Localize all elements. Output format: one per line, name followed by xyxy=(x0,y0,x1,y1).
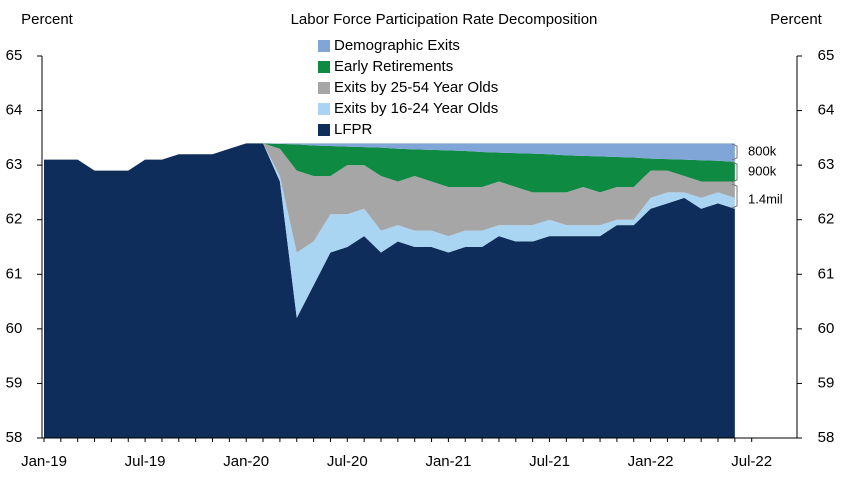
y2-tick-label: 61 xyxy=(818,265,835,282)
annotation: 900k xyxy=(748,163,777,178)
annotation: 1.4mil xyxy=(748,191,783,206)
bracket xyxy=(731,161,738,183)
y2-tick-label: 59 xyxy=(818,374,835,391)
legend-swatch xyxy=(318,40,330,52)
legend-label: Exits by 25-54 Year Olds xyxy=(334,79,498,96)
y2-axis-label: Percent xyxy=(770,11,823,28)
area xyxy=(44,143,735,439)
y-tick-label: 58 xyxy=(6,429,23,446)
legend-label: Early Retirements xyxy=(334,58,453,75)
x-tick-label: Jul-20 xyxy=(327,453,368,470)
y-axis-label: Percent xyxy=(21,11,74,28)
x-tick-label: Jan-21 xyxy=(425,453,471,470)
area xyxy=(44,143,735,193)
y-tick-label: 60 xyxy=(6,320,23,337)
y2-tick-label: 64 xyxy=(818,102,835,119)
x-tick-label: Jul-22 xyxy=(731,453,772,470)
x-tick-label: Jan-19 xyxy=(21,453,67,470)
chart-title: Labor Force Participation Rate Decomposi… xyxy=(291,11,598,28)
bracket xyxy=(731,143,738,161)
legend-swatch xyxy=(318,61,330,73)
x-tick-label: Jul-19 xyxy=(125,453,166,470)
y-tick-label: 65 xyxy=(6,47,23,64)
y2-tick-label: 58 xyxy=(818,429,835,446)
legend-label: LFPR xyxy=(334,121,373,138)
y2-tick-label: 65 xyxy=(818,47,835,64)
x-tick-label: Jul-21 xyxy=(529,453,570,470)
x-tick-label: Jan-20 xyxy=(223,453,269,470)
y-tick-label: 64 xyxy=(6,102,23,119)
y2-tick-label: 62 xyxy=(818,211,835,228)
legend-swatch xyxy=(318,124,330,136)
x-tick-label: Jan-22 xyxy=(628,453,674,470)
area xyxy=(44,143,735,253)
legend-label: Demographic Exits xyxy=(334,37,460,54)
y-tick-label: 63 xyxy=(6,156,23,173)
legend-label: Exits by 16-24 Year Olds xyxy=(334,100,498,117)
y-tick-label: 59 xyxy=(6,374,23,391)
y-tick-label: 62 xyxy=(6,211,23,228)
y2-tick-label: 63 xyxy=(818,156,835,173)
legend-swatch xyxy=(318,103,330,115)
area xyxy=(44,143,735,171)
legend-swatch xyxy=(318,82,330,94)
annotation: 800k xyxy=(748,143,777,158)
y-tick-label: 61 xyxy=(6,265,23,282)
y2-tick-label: 60 xyxy=(818,320,835,337)
area xyxy=(44,143,735,318)
bracket xyxy=(731,183,738,209)
